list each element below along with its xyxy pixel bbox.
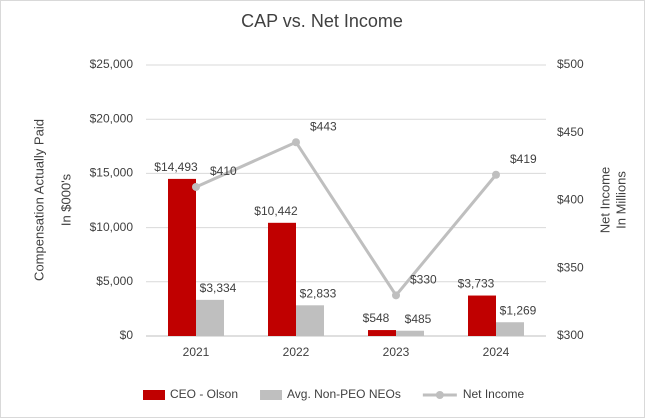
x-tick-label: 2023 [383, 345, 410, 359]
data-label: $10,442 [254, 204, 298, 218]
bar [396, 330, 424, 336]
y-tick-label: $25,000 [90, 57, 134, 71]
y-tick-label: $20,000 [90, 111, 134, 125]
bar [168, 178, 196, 336]
data-label: $330 [410, 273, 437, 287]
data-label: $1,269 [500, 303, 537, 317]
bar [368, 330, 396, 336]
x-tick-label: 2024 [483, 345, 510, 359]
data-label: $410 [210, 164, 237, 178]
legend-swatch [260, 390, 283, 400]
y2-tick-label: $300 [557, 328, 584, 342]
chart-title: CAP vs. Net Income [241, 11, 403, 31]
line-marker [392, 291, 400, 300]
y2-axis-title: In Millions [613, 171, 628, 229]
line-marker [192, 182, 200, 191]
x-tick-label: 2022 [283, 345, 310, 359]
bar [468, 295, 496, 336]
data-label: $14,493 [154, 160, 198, 174]
y-tick-label: $5,000 [96, 274, 133, 288]
y-tick-label: $0 [120, 328, 134, 342]
y-tick-label: $10,000 [90, 220, 134, 234]
data-label: $419 [510, 152, 537, 166]
data-label: $443 [310, 119, 337, 133]
legend-swatch [143, 390, 165, 400]
legend-marker [435, 391, 444, 399]
bar [496, 322, 524, 336]
line-marker [292, 138, 300, 147]
legend-label: Avg. Non-PEO NEOs [287, 387, 401, 401]
y2-tick-label: $350 [557, 260, 584, 274]
data-label: $3,334 [200, 281, 237, 295]
data-label: $2,833 [300, 286, 337, 300]
y-axis-title: Compensation Actually Paid [31, 119, 46, 281]
y2-axis-title: Net Income [597, 167, 612, 233]
line-marker [492, 170, 500, 179]
y-tick-label: $15,000 [90, 166, 134, 180]
y2-tick-label: $400 [557, 193, 584, 207]
y2-tick-label: $450 [557, 125, 584, 139]
data-label: $548 [363, 311, 390, 325]
y2-tick-label: $500 [557, 57, 584, 71]
bar [296, 305, 324, 336]
bar [196, 299, 224, 336]
line [195, 140, 498, 298]
legend-label: CEO - Olson [170, 387, 238, 401]
data-label: $485 [405, 312, 432, 326]
legend-label: Net Income [463, 387, 525, 401]
bar [268, 222, 296, 336]
y-axis-title: In $000's [58, 173, 73, 226]
x-tick-label: 2021 [183, 345, 210, 359]
data-label: $3,733 [458, 277, 495, 291]
